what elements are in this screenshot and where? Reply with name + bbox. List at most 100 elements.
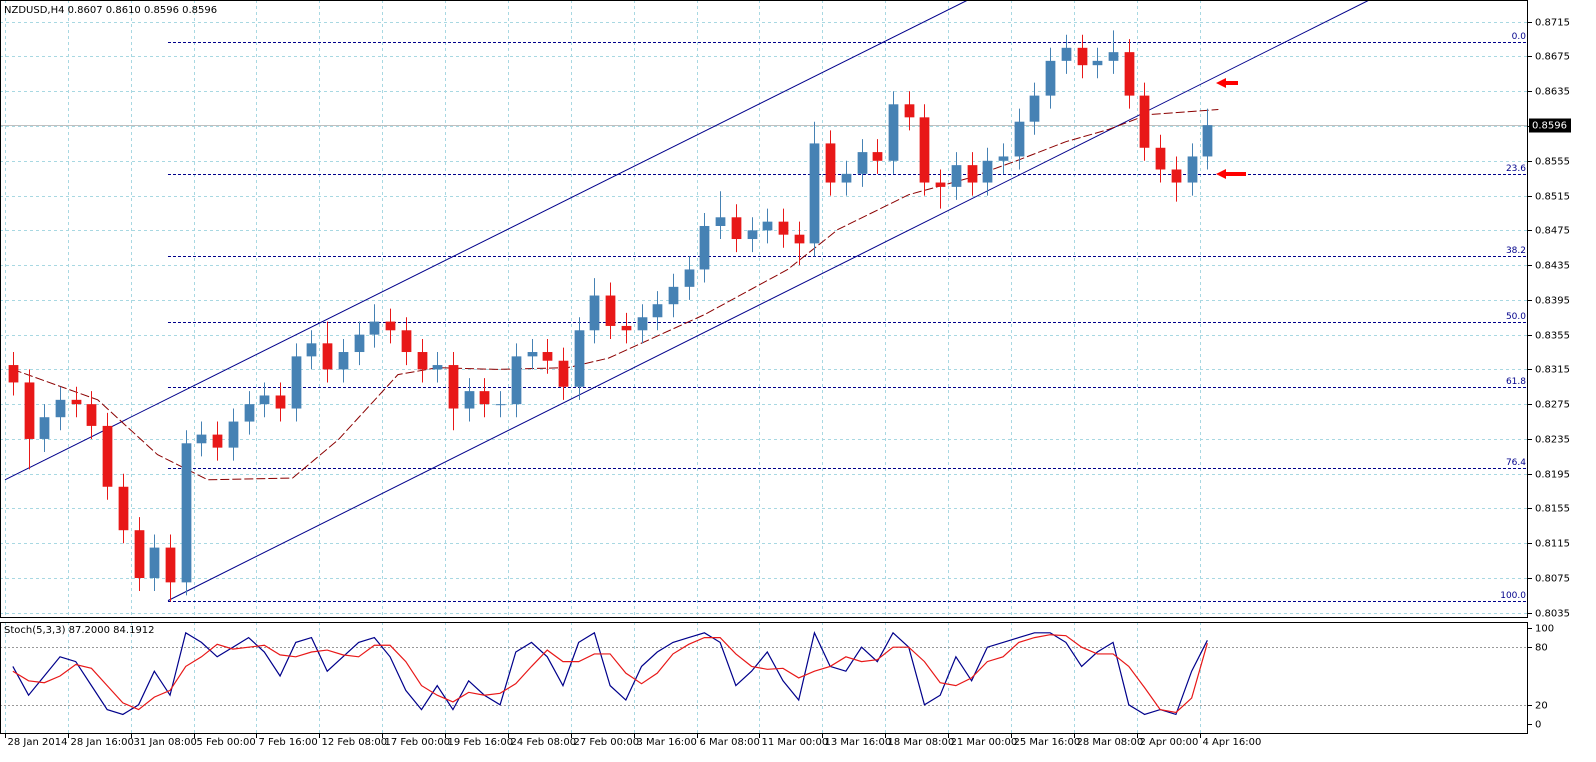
candle-body bbox=[228, 421, 239, 448]
candle-body bbox=[134, 530, 145, 579]
candle-body bbox=[1187, 156, 1198, 183]
y-tick-label: 0.8195 bbox=[1535, 470, 1570, 481]
indicator-title: Stoch(5,3,3) 87.2000 84.1912 bbox=[4, 625, 155, 636]
y-tick-label: 0.8515 bbox=[1535, 192, 1570, 203]
candle-body bbox=[809, 143, 820, 244]
stoch-panel bbox=[0, 622, 1528, 734]
candle-body bbox=[8, 365, 19, 383]
x-tick-label: 18 Mar 08:00 bbox=[888, 737, 955, 748]
candle-body bbox=[39, 417, 50, 439]
y-tick-label: 0.8235 bbox=[1535, 435, 1570, 446]
candle-body bbox=[558, 360, 569, 387]
candle-body bbox=[731, 217, 742, 240]
candle-body bbox=[417, 352, 428, 370]
fib-label: 76.4 bbox=[1506, 458, 1526, 468]
candle-body bbox=[684, 269, 695, 287]
candle-body bbox=[1202, 125, 1213, 157]
fib-label: 100.0 bbox=[1500, 591, 1526, 601]
candle-body bbox=[102, 425, 113, 487]
candle-body bbox=[385, 321, 396, 331]
arrow bbox=[1216, 78, 1238, 88]
candle-body bbox=[1045, 60, 1056, 96]
x-tick-label: 28 Mar 08:00 bbox=[1077, 737, 1144, 748]
x-tick-label: 31 Jan 08:00 bbox=[134, 737, 197, 748]
candle-body bbox=[86, 404, 97, 426]
candle-body bbox=[24, 382, 35, 439]
stoch-line bbox=[12, 630, 1208, 716]
candle-body bbox=[637, 317, 648, 331]
fib-label: 23.6 bbox=[1506, 164, 1526, 174]
candle-body bbox=[951, 165, 962, 187]
y-tick-label: 100 bbox=[1535, 624, 1554, 635]
y-tick-label: 0.8675 bbox=[1535, 52, 1570, 63]
x-tick-label: 25 Mar 16:00 bbox=[1014, 737, 1081, 748]
candle-body bbox=[542, 352, 553, 361]
candle-body bbox=[306, 343, 317, 357]
candle-body bbox=[1014, 121, 1025, 157]
x-tick-label: 17 Feb 00:00 bbox=[385, 737, 451, 748]
y-tick-label: 0.8715 bbox=[1535, 18, 1570, 29]
stoch-frame bbox=[0, 622, 1528, 734]
candle-body bbox=[1092, 60, 1103, 66]
candle-body bbox=[511, 356, 522, 405]
candle-body bbox=[71, 399, 82, 405]
x-tick-label: 28 Jan 16:00 bbox=[71, 737, 134, 748]
current-price-box bbox=[1529, 118, 1571, 133]
stoch-line bbox=[12, 634, 1208, 714]
candle-body bbox=[432, 365, 443, 370]
x-tick-label: 6 Mar 08:00 bbox=[700, 737, 760, 748]
candle-body bbox=[904, 104, 915, 118]
candle-body bbox=[762, 221, 773, 231]
y-tick-label: 0.8555 bbox=[1535, 157, 1570, 168]
candle-body bbox=[354, 334, 365, 353]
y-tick-label: 0 bbox=[1535, 720, 1541, 731]
candle-body bbox=[872, 152, 883, 161]
arrow bbox=[1216, 169, 1246, 179]
candle-body bbox=[699, 225, 710, 270]
axes: 0.87150.86750.86350.85950.85550.85150.84… bbox=[5, 18, 1571, 748]
x-tick-label: 2 Apr 00:00 bbox=[1140, 737, 1199, 748]
candle-body bbox=[55, 399, 66, 418]
candle-body bbox=[244, 404, 255, 422]
y-tick-label: 0.8115 bbox=[1535, 539, 1570, 550]
candle-body bbox=[479, 391, 490, 405]
channel-line bbox=[4, 0, 969, 481]
candle-body bbox=[448, 365, 459, 409]
candle-body bbox=[967, 165, 978, 183]
candle-body bbox=[715, 217, 726, 226]
fib-label: 0.0 bbox=[1512, 32, 1527, 42]
y-tick-label: 80 bbox=[1535, 643, 1548, 654]
candle-body bbox=[369, 321, 380, 335]
candle-body bbox=[1171, 169, 1182, 183]
candle-body bbox=[322, 343, 333, 370]
candle-body bbox=[275, 395, 286, 409]
x-tick-label: 5 Feb 00:00 bbox=[197, 737, 256, 748]
candle-body bbox=[291, 356, 302, 409]
candle-body bbox=[401, 330, 412, 353]
candle-body bbox=[527, 352, 538, 357]
candle-body bbox=[212, 434, 223, 448]
x-tick-label: 4 Apr 16:00 bbox=[1203, 737, 1262, 748]
candle-body bbox=[259, 395, 270, 405]
candle-body bbox=[1139, 95, 1150, 148]
y-tick-label: 0.8035 bbox=[1535, 609, 1570, 620]
y-tick-label: 0.8275 bbox=[1535, 400, 1570, 411]
x-tick-label: 21 Mar 00:00 bbox=[951, 737, 1018, 748]
chart-title: NZDUSD,H4 0.8607 0.8610 0.8596 0.8596 bbox=[4, 5, 217, 16]
candle-body bbox=[652, 304, 663, 318]
candle-body bbox=[794, 234, 805, 244]
candle-body bbox=[1077, 47, 1088, 66]
y-tick-label: 0.8395 bbox=[1535, 296, 1570, 307]
y-tick-label: 0.8435 bbox=[1535, 261, 1570, 272]
candle-body bbox=[1124, 52, 1135, 96]
candle-body bbox=[589, 295, 600, 331]
candle-body bbox=[605, 295, 616, 326]
y-tick-label: 20 bbox=[1535, 701, 1548, 712]
current-price-label: 0.8596 bbox=[1532, 121, 1567, 132]
fib-label: 38.2 bbox=[1506, 246, 1526, 256]
x-tick-label: 24 Feb 08:00 bbox=[511, 737, 577, 748]
candle-body bbox=[165, 547, 176, 583]
candle-body bbox=[338, 352, 349, 370]
x-tick-label: 27 Feb 00:00 bbox=[574, 737, 640, 748]
